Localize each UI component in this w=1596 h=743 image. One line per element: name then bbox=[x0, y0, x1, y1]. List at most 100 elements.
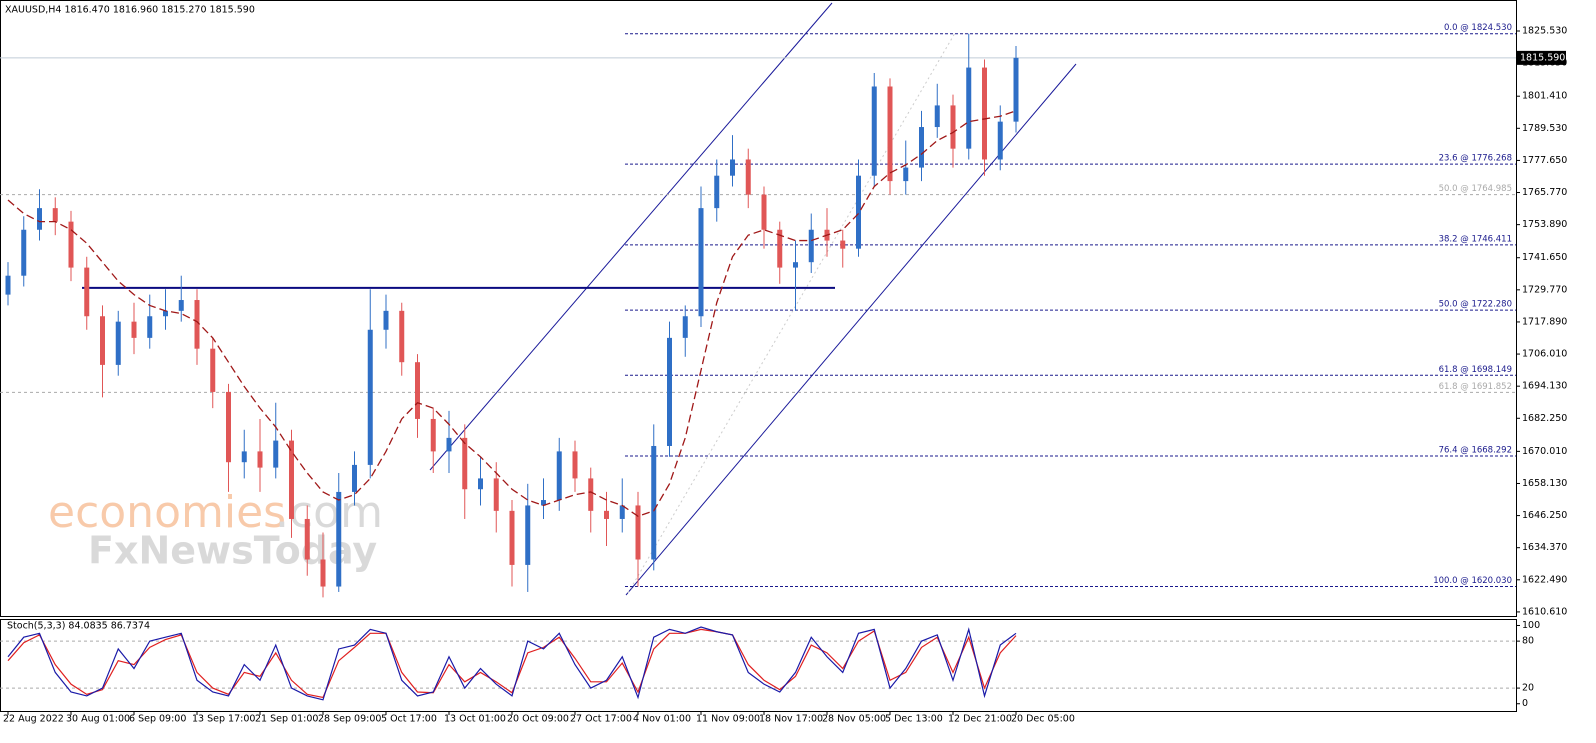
stoch-tick-label: 0 bbox=[1522, 698, 1528, 709]
candle-body bbox=[352, 464, 357, 492]
candle-body bbox=[856, 175, 861, 249]
stoch-label: Stoch(5,3,3) 84.0835 86.7374 bbox=[7, 621, 150, 632]
candle-body bbox=[997, 121, 1003, 160]
candle-body bbox=[635, 505, 641, 560]
candle-body bbox=[68, 221, 74, 268]
candle-body bbox=[320, 559, 326, 587]
y-tick-label: 1622.490 bbox=[1522, 574, 1567, 585]
x-tick-label: 21 Sep 01:00 bbox=[255, 714, 318, 725]
candle-body bbox=[462, 437, 468, 490]
candle-body bbox=[446, 437, 452, 452]
candle-body bbox=[682, 316, 688, 338]
candle-body bbox=[147, 316, 153, 338]
y-tick-label: 1706.010 bbox=[1522, 349, 1567, 360]
candle-body bbox=[667, 337, 672, 446]
y-tick-label: 1765.770 bbox=[1522, 187, 1567, 198]
x-tick-label: 11 Nov 09:00 bbox=[696, 714, 760, 725]
fib-label: 76.4 @ 1668.292 bbox=[1439, 446, 1512, 456]
x-tick-label: 30 Aug 01:00 bbox=[66, 714, 130, 725]
candle-body bbox=[919, 127, 924, 168]
candle-body bbox=[289, 440, 294, 519]
candle-body bbox=[934, 105, 940, 128]
candle-body bbox=[194, 300, 200, 349]
channel-line bbox=[429, 2, 833, 471]
candle-body bbox=[163, 310, 168, 317]
fib-trend bbox=[627, 32, 956, 594]
watermark-text: economies bbox=[48, 487, 286, 538]
y-tick-label: 1694.130 bbox=[1522, 381, 1567, 392]
candle-body bbox=[430, 418, 436, 452]
y-tick-label: 1646.250 bbox=[1522, 510, 1567, 521]
candle-body bbox=[840, 240, 846, 249]
candle-body bbox=[588, 478, 594, 511]
y-tick-label: 1682.250 bbox=[1522, 413, 1567, 424]
x-tick-label: 13 Oct 01:00 bbox=[444, 714, 506, 725]
candle-body bbox=[525, 505, 531, 565]
candle-body bbox=[399, 310, 405, 363]
candle-body bbox=[509, 510, 515, 565]
candle-body bbox=[808, 229, 814, 263]
candle-body bbox=[793, 262, 798, 268]
candle-body bbox=[210, 348, 216, 392]
candle-body bbox=[241, 451, 247, 463]
fib-label: 0.0 @ 1824.530 bbox=[1444, 23, 1512, 33]
watermark-text: FxNewsToday bbox=[88, 529, 377, 573]
candle-body bbox=[478, 478, 483, 490]
fib-label: 23.6 @ 1776.268 bbox=[1439, 154, 1512, 164]
x-tick-label: 22 Aug 2022 bbox=[3, 714, 64, 725]
y-tick-label: 1777.650 bbox=[1522, 155, 1567, 166]
fib-label: 50.0 @ 1764.985 bbox=[1439, 184, 1512, 194]
x-tick-label: 27 Oct 17:00 bbox=[570, 714, 632, 725]
price-box bbox=[1516, 50, 1566, 65]
candle-body bbox=[226, 391, 231, 463]
candle-body bbox=[415, 362, 420, 419]
watermark: economies .com FxNewsToday bbox=[48, 487, 383, 573]
moving-average bbox=[7, 110, 1017, 517]
candle-body bbox=[745, 159, 751, 195]
fib-label: 100.0 @ 1620.030 bbox=[1433, 576, 1512, 586]
x-tick-label: 6 Sep 09:00 bbox=[129, 714, 186, 725]
candle-body bbox=[887, 86, 893, 182]
candle-body bbox=[572, 451, 578, 479]
y-tick-label: 1634.370 bbox=[1522, 542, 1567, 553]
candle-body bbox=[21, 229, 27, 276]
candle-body bbox=[336, 491, 342, 587]
candle-body bbox=[383, 310, 389, 330]
candle-body bbox=[84, 267, 90, 317]
x-tick-label: 5 Oct 17:00 bbox=[381, 714, 437, 725]
candle-body bbox=[777, 229, 783, 268]
y-tick-label: 1658.130 bbox=[1522, 478, 1567, 489]
x-tick-label: 5 Dec 13:00 bbox=[885, 714, 943, 725]
candle-body bbox=[493, 478, 499, 511]
candle-body bbox=[37, 208, 42, 230]
candle-body bbox=[966, 67, 972, 149]
y-tick-label: 1670.010 bbox=[1522, 446, 1567, 457]
candle-body bbox=[604, 510, 609, 519]
y-tick-label: 1610.610 bbox=[1522, 606, 1567, 617]
candle-body bbox=[619, 505, 625, 519]
stoch-tick-label: 20 bbox=[1522, 683, 1534, 694]
candle-body bbox=[367, 329, 373, 465]
y-tick-label: 1741.650 bbox=[1522, 252, 1567, 263]
stoch-line bbox=[7, 626, 1017, 701]
y-tick-label: 1753.890 bbox=[1522, 219, 1567, 230]
candle-body bbox=[651, 445, 657, 560]
x-tick-label: 20 Dec 05:00 bbox=[1011, 714, 1075, 725]
x-tick-label: 20 Oct 09:00 bbox=[507, 714, 569, 725]
candle-body bbox=[541, 500, 546, 506]
candle-body bbox=[982, 67, 987, 160]
candle-body bbox=[730, 159, 735, 176]
x-tick-label: 4 Nov 01:00 bbox=[633, 714, 691, 725]
y-tick-label: 1801.410 bbox=[1522, 91, 1567, 102]
candle-body bbox=[950, 105, 956, 149]
candle-body bbox=[871, 86, 877, 176]
y-tick-label: 1825.530 bbox=[1522, 26, 1567, 37]
candle-body bbox=[52, 208, 58, 222]
candle-body bbox=[698, 208, 704, 317]
fib-label: 50.0 @ 1722.280 bbox=[1439, 300, 1512, 310]
y-tick-label: 1717.890 bbox=[1522, 316, 1567, 327]
fib-label: 38.2 @ 1746.411 bbox=[1439, 234, 1512, 244]
stoch-tick-label: 100 bbox=[1522, 620, 1540, 631]
